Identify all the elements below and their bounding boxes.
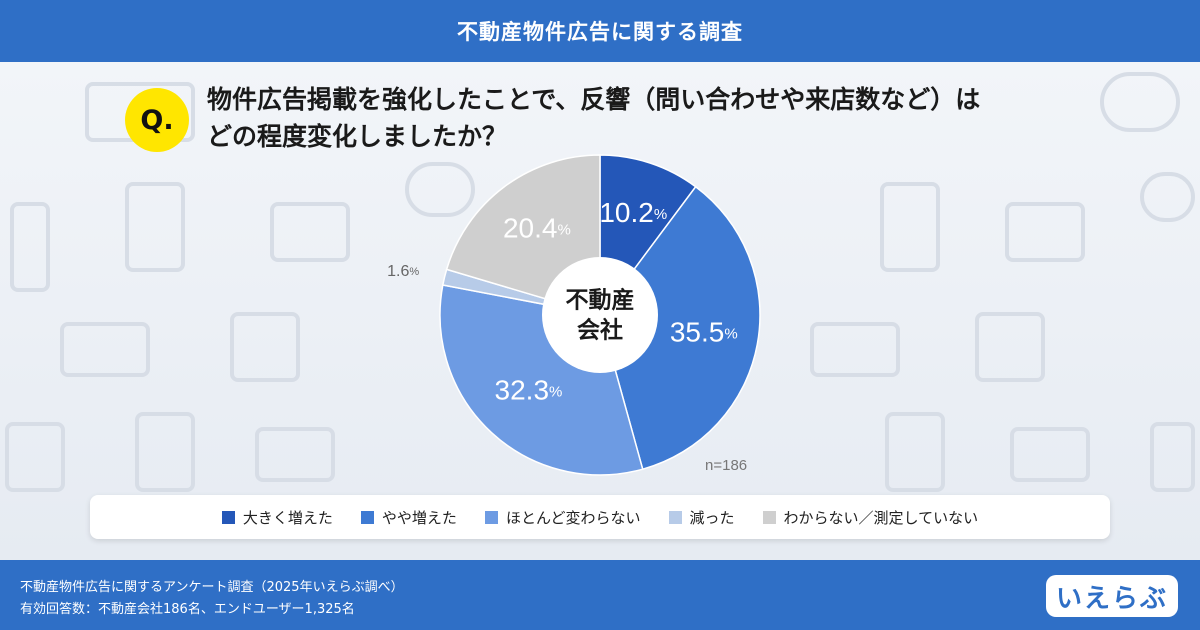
legend-label: やや増えた xyxy=(381,508,457,527)
header-bar: 不動産物件広告に関する調査 xyxy=(0,0,1200,62)
data-label: 20.4% xyxy=(503,213,571,244)
question-line-1: 物件広告掲載を強化したことで、反響（問い合わせや来店数など）は xyxy=(207,85,981,114)
legend-item: わからない／測定していない xyxy=(762,507,979,528)
calendar-icon xyxy=(975,312,1045,382)
data-label: 1.6% xyxy=(387,263,419,280)
chat-icon xyxy=(405,162,475,217)
data-label-unit: % xyxy=(654,206,667,223)
data-label: 35.5% xyxy=(670,317,738,348)
legend-swatch xyxy=(762,510,776,524)
legend-label: ほとんど変わらない xyxy=(505,508,641,527)
question-text: 物件広告掲載を強化したことで、反響（問い合わせや来店数など）は どの程度変化しま… xyxy=(207,81,1107,155)
chart-legend: 大きく増えた やや増えた ほとんど変わらない 減った わからない／測定していない xyxy=(90,495,1110,539)
legend-item: 減った xyxy=(668,507,735,528)
data-label-value: 1.6 xyxy=(387,263,409,280)
video-icon xyxy=(1010,427,1090,482)
legend-label: 減った xyxy=(689,508,735,527)
envelope-icon xyxy=(270,202,350,262)
legend-swatch xyxy=(668,510,682,524)
legend-item: ほとんど変わらない xyxy=(484,507,641,528)
legend-swatch xyxy=(360,510,374,524)
header-title: 不動産物件広告に関する調査 xyxy=(457,20,743,44)
data-label-unit: % xyxy=(549,384,562,401)
document-icon xyxy=(885,412,945,492)
video-icon xyxy=(255,427,335,482)
brand-logo-text: いえらぶ xyxy=(1055,583,1168,614)
background-pattern xyxy=(0,62,1200,560)
question-badge-label: Q. xyxy=(140,104,174,136)
data-label: 10.2% xyxy=(599,197,667,228)
data-label-value: 20.4 xyxy=(503,213,558,244)
legend-swatch xyxy=(484,510,498,524)
house-icon xyxy=(1150,422,1195,492)
calendar-icon xyxy=(230,312,300,382)
pencil-icon xyxy=(10,202,50,292)
data-label-value: 10.2 xyxy=(599,197,654,228)
footer-bar: 不動産物件広告に関するアンケート調査（2025年いえらぶ調べ） 有効回答数：不動… xyxy=(0,560,1200,630)
legend-item: 大きく増えた xyxy=(221,507,333,528)
brand-logo: いえらぶ xyxy=(1046,575,1178,617)
chat-icon xyxy=(1140,172,1195,222)
center-hole xyxy=(542,257,658,373)
sample-size-label: n=186 xyxy=(705,457,747,474)
data-label-unit: % xyxy=(409,266,419,278)
question-badge: Q. xyxy=(125,88,189,152)
house-icon xyxy=(5,422,65,492)
legend-label: 大きく増えた xyxy=(242,508,333,527)
cloud-icon xyxy=(1100,72,1180,132)
envelope-icon xyxy=(1005,202,1085,262)
footer-source: 不動産物件広告に関するアンケート調査（2025年いえらぶ調べ） xyxy=(20,580,404,595)
footer-sample-size: 有効回答数：不動産会社186名、エンドユーザー1,325名 xyxy=(20,602,355,617)
legend-label: わからない／測定していない xyxy=(783,508,979,527)
data-label-unit: % xyxy=(724,325,737,342)
money-icon xyxy=(810,322,900,377)
document-icon xyxy=(135,412,195,492)
building-icon xyxy=(880,182,940,272)
data-label-value: 32.3 xyxy=(495,375,550,406)
money-icon xyxy=(60,322,150,377)
data-label-value: 35.5 xyxy=(670,317,725,348)
center-label: 不動産 xyxy=(566,287,635,314)
pie-slice xyxy=(599,185,761,471)
building-icon xyxy=(125,182,185,272)
data-label: 32.3% xyxy=(495,375,563,406)
data-label-unit: % xyxy=(557,221,570,238)
legend-item: やや増えた xyxy=(360,507,457,528)
question-line-2: どの程度変化しましたか？ xyxy=(207,122,508,151)
center-label: 会社 xyxy=(577,317,623,344)
legend-swatch xyxy=(221,510,235,524)
